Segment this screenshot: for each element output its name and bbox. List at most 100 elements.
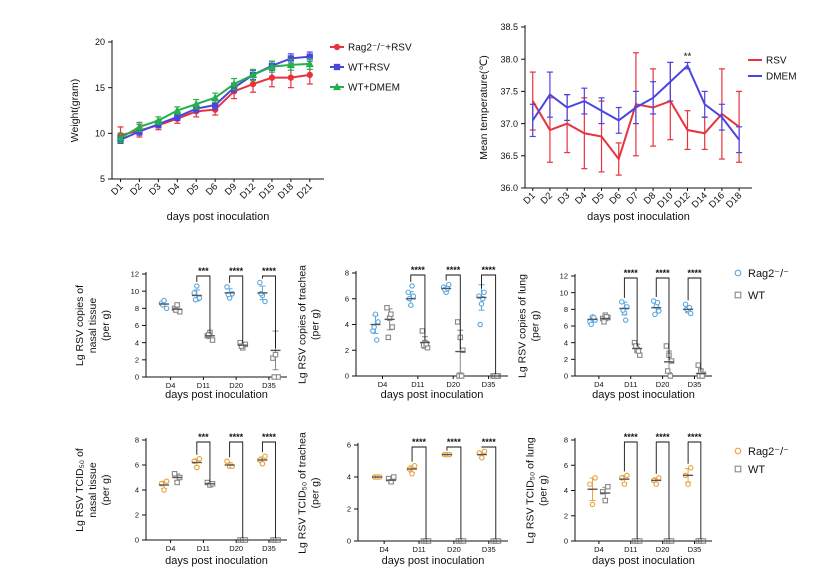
series-0 bbox=[587, 465, 694, 508]
data-point bbox=[682, 301, 689, 308]
data-point bbox=[405, 289, 411, 296]
data-point bbox=[249, 80, 257, 88]
x-tick-label: D6 bbox=[607, 190, 623, 206]
x-tick-label: D18 bbox=[276, 181, 296, 201]
data-point bbox=[248, 70, 258, 79]
y-tick-label: 6 bbox=[564, 461, 568, 470]
significance-bracket bbox=[410, 274, 426, 341]
legend-marker bbox=[734, 447, 742, 455]
x-tick-label: D12 bbox=[673, 190, 693, 210]
data-point bbox=[161, 487, 167, 493]
series-0 bbox=[371, 448, 488, 480]
x-tick-label: D4 bbox=[573, 190, 589, 206]
x-tick-label: D4 bbox=[594, 545, 604, 554]
data-point bbox=[262, 453, 268, 459]
data-point bbox=[653, 481, 659, 487]
significance-label: **** bbox=[447, 437, 462, 447]
data-point bbox=[384, 305, 390, 311]
y-tick-label: 2 bbox=[135, 511, 139, 520]
data-point bbox=[116, 133, 125, 142]
y-tick-label: 12 bbox=[131, 270, 139, 279]
significance-label: *** bbox=[198, 266, 209, 276]
significance-label: **** bbox=[411, 265, 426, 275]
data-point bbox=[191, 290, 197, 296]
x-tick-label: D11 bbox=[624, 380, 637, 389]
data-point bbox=[619, 299, 625, 305]
x-tick-label: D35 bbox=[482, 380, 496, 389]
data-point bbox=[163, 478, 170, 484]
data-point bbox=[664, 368, 671, 374]
x-tick-label: D18 bbox=[724, 190, 744, 210]
y-tick-label: 6 bbox=[347, 441, 351, 450]
data-point bbox=[601, 319, 607, 325]
data-point bbox=[621, 481, 628, 487]
data-point bbox=[287, 74, 295, 81]
data-point bbox=[375, 319, 381, 325]
x-tick-label: D4 bbox=[166, 544, 176, 553]
data-point bbox=[589, 501, 596, 508]
significance-bracket bbox=[445, 274, 461, 350]
series-0 bbox=[370, 281, 487, 343]
data-point bbox=[224, 284, 230, 290]
series-2 bbox=[116, 57, 314, 144]
significance-label: **** bbox=[229, 266, 244, 276]
significance-bracket bbox=[411, 446, 427, 539]
significance-label: **** bbox=[446, 265, 461, 275]
data-point bbox=[699, 373, 705, 379]
significance-bracket bbox=[261, 441, 276, 538]
data-point bbox=[667, 373, 674, 379]
series-1 bbox=[529, 61, 743, 154]
y-tick-label: 0 bbox=[135, 373, 139, 382]
data-point bbox=[372, 311, 379, 317]
x-axis-label: days post inoculation bbox=[587, 211, 690, 223]
x-tick-label: D35 bbox=[688, 545, 702, 554]
data-point bbox=[419, 328, 426, 334]
y-axis-label: Lg RSV copies of lung bbox=[517, 274, 529, 378]
y-axis-label: nasal tissue bbox=[87, 298, 99, 354]
data-point bbox=[656, 475, 662, 481]
x-tick-label: D20 bbox=[656, 380, 670, 389]
significance-bracket bbox=[261, 275, 276, 349]
x-tick-label: D12 bbox=[238, 181, 258, 201]
data-point bbox=[663, 343, 670, 349]
y-tick-label: 36.5 bbox=[500, 151, 518, 161]
legend-label: DMEM bbox=[766, 72, 797, 83]
series-0 bbox=[158, 279, 268, 312]
data-point bbox=[194, 283, 200, 289]
data-point bbox=[458, 373, 465, 379]
y-tick-label: 6 bbox=[345, 294, 349, 303]
x-tick-label: D1 bbox=[521, 190, 537, 206]
significance-bracket bbox=[655, 441, 670, 539]
data-point bbox=[267, 62, 276, 70]
series-0 bbox=[587, 298, 694, 328]
significance-label: **** bbox=[624, 432, 639, 442]
y-tick-label: 6 bbox=[135, 321, 139, 330]
x-tick-label: D4 bbox=[379, 545, 389, 554]
data-point bbox=[238, 343, 245, 349]
data-point bbox=[211, 93, 220, 101]
series-1 bbox=[599, 483, 707, 544]
y-tick-label: 4 bbox=[135, 338, 139, 347]
y-tick-label: 8 bbox=[135, 304, 139, 313]
y-tick-label: 8 bbox=[564, 436, 568, 445]
data-point bbox=[605, 483, 611, 490]
x-tick-label: D4 bbox=[594, 380, 604, 389]
data-point bbox=[695, 362, 701, 368]
significance-label: **** bbox=[482, 437, 497, 447]
series-1 bbox=[384, 305, 501, 379]
y-tick-label: 4 bbox=[135, 486, 139, 495]
y-tick-label: 2 bbox=[564, 355, 568, 364]
x-tick-label: D20 bbox=[229, 544, 243, 553]
x-tick-label: D11 bbox=[624, 545, 637, 554]
data-point bbox=[174, 113, 181, 121]
data-point bbox=[408, 302, 414, 308]
data-point bbox=[194, 464, 200, 471]
significance-bracket bbox=[481, 446, 497, 539]
x-tick-label: D5 bbox=[185, 181, 201, 197]
data-point bbox=[259, 460, 266, 467]
